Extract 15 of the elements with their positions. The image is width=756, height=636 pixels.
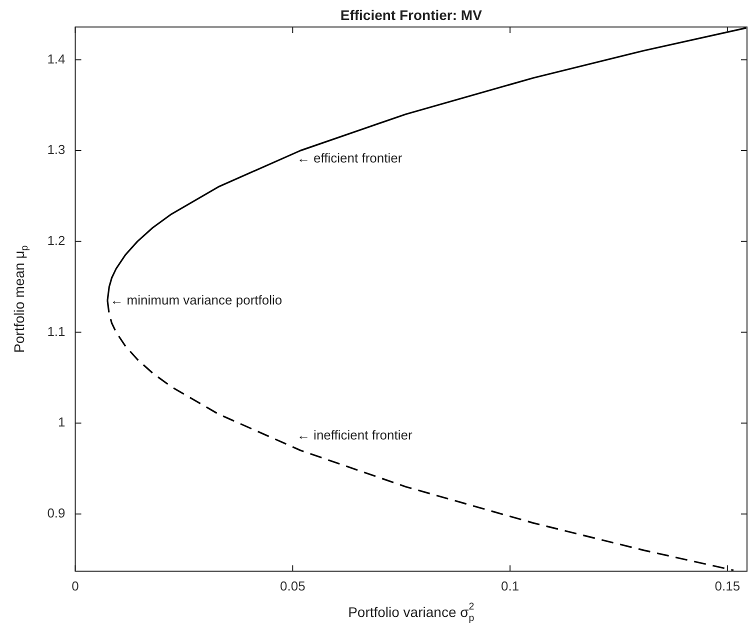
x-tick-label: 0.05 [280,578,306,594]
y-tick-label: 1.3 [47,142,66,158]
annotation: ← minimum variance portfolio [110,292,282,308]
y-tick-label: 1.4 [47,51,66,66]
x-tick-label: 0 [72,578,79,594]
y-axis-title: Portfolio mean μp [10,244,31,353]
annotation: ← efficient frontier [296,150,402,166]
x-tick-label: 0.15 [714,578,740,594]
annotation: ← inefficient frontier [296,428,412,443]
y-tick-label: 0.9 [47,506,66,521]
y-tick-label: 1.2 [47,232,66,248]
chart-title: Efficient Frontier: MV [340,6,483,23]
x-tick-label: 0.1 [501,578,520,594]
y-tick-label: 1 [58,414,66,430]
y-tick-label: 1.1 [47,324,66,339]
